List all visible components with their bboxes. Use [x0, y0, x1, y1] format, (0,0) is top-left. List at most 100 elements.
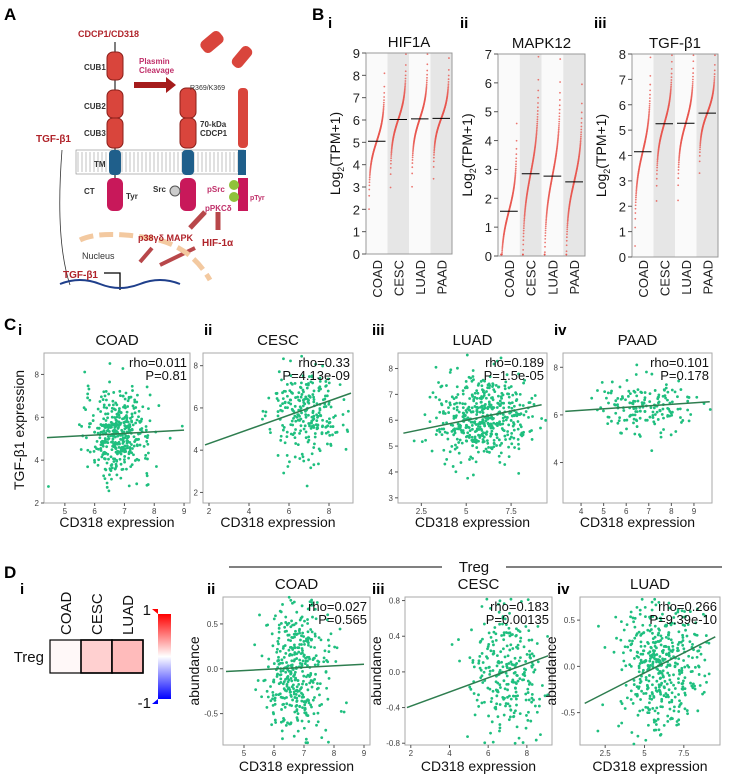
data-point [133, 411, 137, 415]
data-point [284, 621, 288, 624]
data-point [538, 697, 541, 701]
data-point [333, 645, 337, 649]
data-point [103, 477, 107, 481]
y-axis-label: Log2(TPM+1) [327, 112, 346, 195]
category-label: LUAD [545, 260, 560, 295]
data-point [106, 428, 110, 432]
data-point [506, 688, 510, 692]
x-tick-label: 9 [182, 507, 187, 516]
data-point [279, 621, 283, 625]
data-point [679, 416, 682, 419]
ptyr-label: pTyr [250, 195, 265, 202]
data-point [133, 459, 137, 462]
data-point [565, 253, 568, 256]
data-point [517, 447, 521, 451]
data-point [457, 451, 461, 455]
data-point [666, 671, 670, 675]
data-point [580, 133, 582, 136]
data-point [495, 433, 499, 437]
data-point [287, 595, 291, 599]
data-point [103, 452, 107, 456]
data-point [368, 188, 371, 191]
colorbar [158, 614, 171, 699]
data-point [295, 709, 299, 713]
data-point [300, 634, 303, 638]
data-point [450, 643, 454, 646]
data-point [312, 657, 315, 660]
sublabel-b-iii: iii [594, 15, 607, 32]
data-point [279, 438, 283, 442]
data-point [474, 460, 478, 464]
y-tick-label: 8 [554, 363, 559, 372]
data-point [672, 709, 676, 713]
data-point [518, 712, 522, 715]
data-point [540, 417, 544, 420]
data-point [107, 489, 111, 493]
data-point [635, 606, 639, 609]
data-point [530, 396, 534, 400]
data-point [331, 433, 334, 437]
data-point [605, 396, 608, 400]
data-point [102, 424, 106, 428]
data-point [128, 445, 132, 449]
data-point [125, 467, 128, 471]
data-point [659, 683, 663, 687]
data-point [658, 409, 662, 413]
data-point [295, 703, 299, 707]
data-point [557, 136, 560, 138]
data-point [328, 433, 332, 437]
data-point [312, 463, 316, 467]
data-point [141, 405, 145, 409]
data-point [281, 391, 284, 395]
data-point [297, 682, 301, 686]
data-point [634, 373, 638, 376]
data-point [655, 706, 659, 710]
data-point [489, 700, 493, 703]
data-point [279, 670, 283, 673]
data-point [450, 429, 454, 433]
data-point [308, 657, 311, 661]
data-point [447, 81, 450, 83]
data-point [682, 659, 685, 662]
data-point [516, 679, 520, 683]
data-point [518, 392, 522, 396]
data-point [275, 673, 279, 677]
data-point [686, 399, 690, 403]
data-point [653, 389, 657, 392]
data-point [324, 384, 328, 388]
data-point [632, 620, 636, 624]
data-point [661, 675, 665, 679]
data-point [288, 389, 292, 393]
data-point [307, 438, 311, 442]
data-point [679, 388, 683, 391]
data-point [305, 484, 309, 488]
data-point [495, 664, 499, 668]
data-point [590, 396, 594, 400]
data-point [302, 640, 306, 643]
data-point [278, 649, 282, 653]
data-point [691, 656, 694, 660]
cdcp1-70kda [169, 30, 253, 211]
data-point [627, 389, 631, 393]
data-point [480, 397, 483, 401]
data-point [679, 702, 683, 705]
data-point [290, 704, 294, 708]
data-point [522, 253, 524, 256]
data-point [324, 431, 328, 435]
data-point [108, 362, 112, 365]
data-point [580, 135, 582, 138]
data-point [544, 229, 547, 232]
data-point [698, 151, 701, 154]
data-point [290, 659, 294, 663]
data-point [678, 156, 681, 159]
data-point [121, 394, 125, 398]
data-point [693, 687, 697, 691]
data-point [390, 153, 393, 156]
data-point [501, 251, 503, 253]
y-tick-label: 8 [389, 365, 394, 374]
data-point [695, 655, 699, 659]
data-point [649, 56, 652, 59]
y-tick-label: 6 [485, 76, 492, 91]
cdcp1-pathway-diagram: CDCP1/CD318 CUB1 CUB2 CUB3 TM CT Tyr Src… [36, 29, 265, 290]
